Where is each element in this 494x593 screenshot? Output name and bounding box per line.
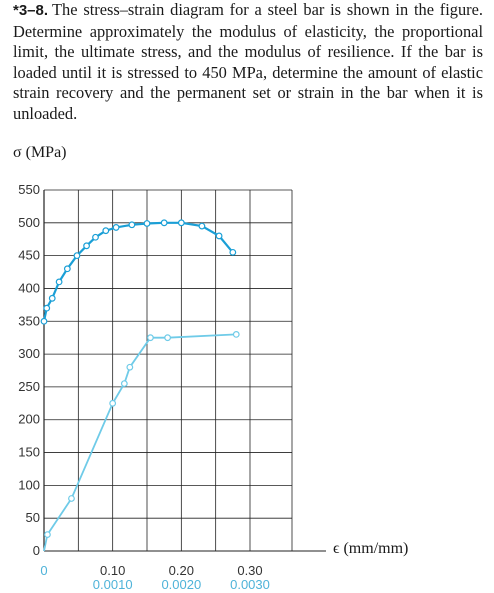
upper-data-point <box>83 242 90 250</box>
lower-data-point <box>164 334 172 342</box>
x-tick-label-upper: 0.10 <box>100 563 125 578</box>
lower-data-point <box>126 363 134 371</box>
x-tick-label-upper: 0.30 <box>237 563 262 578</box>
chart-grid <box>43 189 326 552</box>
y-tick-label: 500 <box>18 215 40 230</box>
y-tick-label: 200 <box>18 412 40 427</box>
upper-data-point <box>112 224 120 231</box>
y-tick-label: 0 <box>33 543 40 558</box>
y-axis-label: σ (MPa) <box>13 144 67 161</box>
data-points <box>40 219 240 538</box>
y-tick-label: 100 <box>18 477 40 492</box>
x-tick-label-lower: 0 <box>40 563 47 578</box>
x-tick-label-lower: 0.0010 <box>93 577 133 592</box>
upper-data-point <box>48 294 56 302</box>
upper-data-point <box>143 220 151 227</box>
upper-data-point <box>102 227 110 235</box>
upper-data-point <box>63 265 71 273</box>
x-axis-label: ϵ (mm/mm) <box>333 540 408 557</box>
x-tick-label-lower: 0.0020 <box>161 577 201 592</box>
upper-data-point <box>229 248 237 256</box>
upper-curve <box>42 221 234 322</box>
upper-data-point <box>160 219 168 227</box>
problem-statement: *3–8. The stress–strain diagram for a ste… <box>13 0 483 124</box>
x-tick-label-upper: 0.20 <box>169 563 194 578</box>
upper-data-point <box>92 233 99 241</box>
lower-data-point <box>109 399 117 407</box>
upper-data-point <box>177 219 185 227</box>
problem-number: *3–8. <box>13 2 49 19</box>
y-tick-label: 450 <box>18 248 40 263</box>
problem-text: The stress–strain diagram for a steel ba… <box>13 0 483 123</box>
upper-data-point <box>55 278 63 286</box>
upper-data-point <box>40 317 48 325</box>
y-tick-label: 400 <box>18 280 40 295</box>
x-tick-labels: 0.10 0.20 0.30 0 0.0010 0.0020 0.0030 <box>40 563 270 592</box>
lower-data-point <box>68 495 75 502</box>
y-tick-labels: 0 50 100 150 200 250 300 350 400 450 500 550 <box>18 182 40 558</box>
y-tick-label: 50 <box>26 510 40 525</box>
lower-data-point <box>232 331 240 338</box>
y-tick-label: 250 <box>18 379 40 394</box>
upper-data-point <box>215 232 223 240</box>
y-tick-label: 300 <box>18 346 40 361</box>
x-tick-label-lower: 0.0030 <box>230 577 270 592</box>
upper-data-point <box>198 222 206 230</box>
upper-data-point <box>73 252 81 260</box>
lower-data-point <box>44 531 51 538</box>
lower-data-point <box>120 380 128 388</box>
lower-data-point <box>147 334 154 342</box>
y-tick-label: 350 <box>18 313 40 328</box>
y-tick-label: 150 <box>18 445 40 460</box>
upper-data-point <box>43 304 51 312</box>
y-tick-label: 550 <box>18 182 40 197</box>
upper-data-point <box>128 221 136 229</box>
